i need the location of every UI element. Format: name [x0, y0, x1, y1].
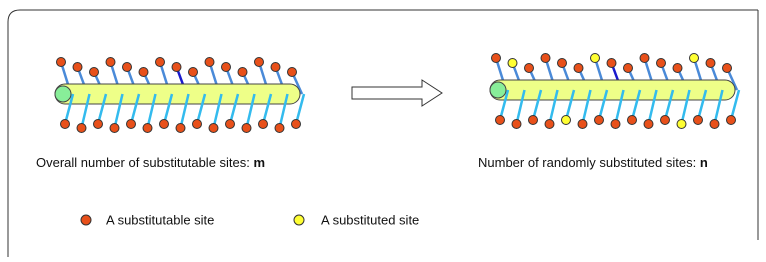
caption-symbol: m — [254, 155, 266, 170]
caption-right: Number of randomly substituted sites: n — [478, 155, 708, 170]
site — [61, 120, 70, 129]
site — [238, 68, 247, 77]
site — [288, 68, 297, 77]
site — [123, 63, 132, 72]
site — [275, 124, 284, 133]
site — [77, 124, 86, 133]
site — [624, 64, 633, 73]
site — [723, 64, 732, 73]
site — [292, 120, 301, 129]
site — [574, 64, 583, 73]
site — [110, 124, 119, 133]
legend-dot — [294, 215, 304, 225]
site — [640, 54, 649, 63]
site — [156, 58, 165, 67]
site — [271, 63, 280, 72]
site — [189, 68, 198, 77]
rod-end — [55, 86, 71, 102]
caption-left: Overall number of substitutable sites: m — [36, 155, 265, 170]
site — [529, 116, 538, 125]
site — [677, 120, 686, 129]
site — [727, 116, 736, 125]
site — [143, 124, 152, 133]
site — [226, 120, 235, 129]
site — [209, 124, 218, 133]
rod-end — [490, 82, 506, 98]
site — [628, 116, 637, 125]
site — [562, 116, 571, 125]
site — [172, 63, 181, 72]
site — [255, 58, 264, 67]
site — [525, 64, 534, 73]
site — [595, 116, 604, 125]
site — [512, 120, 521, 129]
site — [496, 116, 505, 125]
caption-symbol: n — [700, 155, 708, 170]
site — [139, 68, 148, 77]
site — [94, 120, 103, 129]
site — [127, 120, 136, 129]
site — [57, 58, 66, 67]
site — [710, 120, 719, 129]
legend-dot — [81, 215, 91, 225]
arrow — [352, 80, 442, 106]
legend-label: A substitutable site — [106, 212, 214, 227]
caption-text: Number of randomly substituted sites: — [478, 155, 700, 170]
site — [106, 58, 115, 67]
site — [193, 120, 202, 129]
site — [690, 54, 699, 63]
site — [541, 54, 550, 63]
legend-label: A substituted site — [321, 212, 419, 227]
site — [706, 59, 715, 68]
site — [160, 120, 169, 129]
site — [176, 124, 185, 133]
rod — [490, 80, 735, 100]
site — [694, 116, 703, 125]
rod — [55, 84, 300, 104]
site — [508, 59, 517, 68]
site — [607, 59, 616, 68]
site — [661, 116, 670, 125]
site — [644, 120, 653, 129]
site — [545, 120, 554, 129]
site — [90, 68, 99, 77]
site — [578, 120, 587, 129]
site — [492, 54, 501, 63]
site — [222, 63, 231, 72]
site — [205, 58, 214, 67]
caption-text: Overall number of substitutable sites: — [36, 155, 254, 170]
site — [558, 59, 567, 68]
site — [242, 124, 251, 133]
site — [591, 54, 600, 63]
diagram: Overall number of substitutable sites: m… — [0, 0, 766, 257]
site — [73, 63, 82, 72]
site — [673, 64, 682, 73]
site — [657, 59, 666, 68]
site — [611, 120, 620, 129]
site — [259, 120, 268, 129]
